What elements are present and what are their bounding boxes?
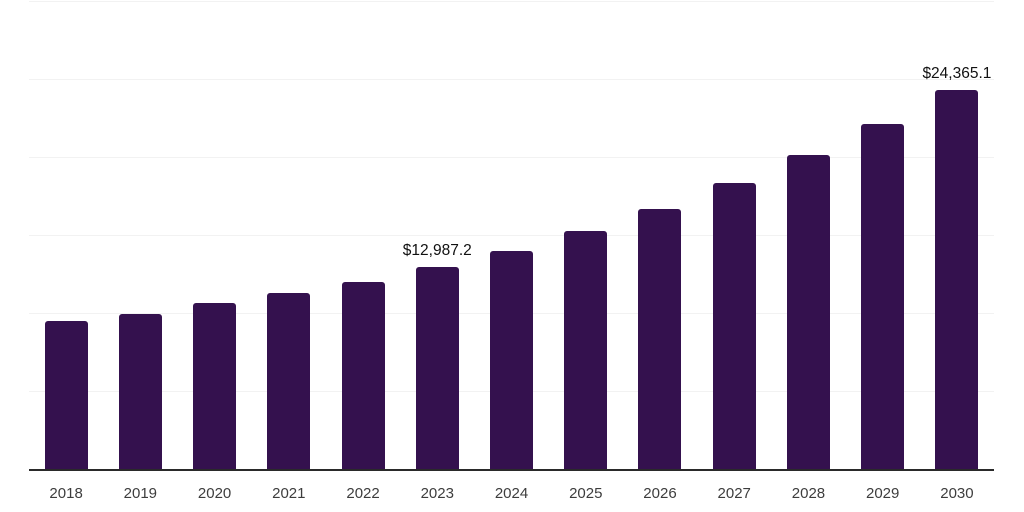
x-tick-2019: 2019 <box>123 485 158 502</box>
x-axis-line <box>29 469 994 471</box>
bar-slot-2029 <box>846 0 920 470</box>
bar-slot-2030: $24,365.1 <box>920 0 994 470</box>
bar-slot-2025 <box>549 0 623 470</box>
x-tick-2021: 2021 <box>272 485 306 502</box>
gridline-30000 <box>29 1 994 2</box>
bar-2020 <box>193 303 237 470</box>
bar-2018 <box>44 321 88 470</box>
x-tick-2029: 2029 <box>866 485 900 502</box>
bar-2025 <box>564 231 608 470</box>
bar-2021 <box>267 293 311 470</box>
x-tick-2028: 2028 <box>791 485 826 502</box>
bars-layer: $12,987.2 $24,365.1 <box>29 0 994 470</box>
bar-2024 <box>490 250 534 470</box>
bar-slot-2018 <box>29 0 103 470</box>
data-label-2030: $24,365.1 <box>922 64 992 82</box>
bar-slot-2026 <box>623 0 697 470</box>
x-tick-2022: 2022 <box>346 485 380 502</box>
bar-2028 <box>786 155 830 470</box>
gridline-20000 <box>29 157 994 158</box>
bar-slot-2022 <box>326 0 400 470</box>
x-tick-2018: 2018 <box>49 485 83 502</box>
x-tick-2023: 2023 <box>420 485 454 502</box>
bar-slot-2024 <box>474 0 548 470</box>
bar-2022 <box>341 281 385 470</box>
bar-2027 <box>712 183 756 470</box>
bar-2030 <box>935 89 979 470</box>
bar-slot-2027 <box>697 0 771 470</box>
bar-slot-2028 <box>771 0 845 470</box>
plot-area: $12,987.2 $24,365.1 <box>29 0 994 470</box>
bar-2026 <box>638 209 682 470</box>
x-tick-2020: 2020 <box>197 485 232 502</box>
x-axis-labels: 2018 2019 2020 2021 2022 2023 2024 2025 2026 2027… <box>29 485 994 502</box>
x-tick-2027: 2027 <box>717 485 751 502</box>
bar-2019 <box>118 313 162 470</box>
bar-2029 <box>861 124 905 470</box>
bar-2023 <box>415 267 459 470</box>
bar-slot-2023: $12,987.2 <box>400 0 474 470</box>
data-label-2023: $12,987.2 <box>402 242 472 260</box>
x-tick-2030: 2030 <box>940 485 974 502</box>
gridline-25000 <box>29 79 994 80</box>
x-tick-2026: 2026 <box>643 485 677 502</box>
x-tick-2024: 2024 <box>494 485 529 502</box>
bar-slot-2019 <box>103 0 177 470</box>
gridline-15000 <box>29 235 994 236</box>
bar-slot-2020 <box>177 0 251 470</box>
x-tick-2025: 2025 <box>569 485 603 502</box>
bar-slot-2021 <box>252 0 326 470</box>
